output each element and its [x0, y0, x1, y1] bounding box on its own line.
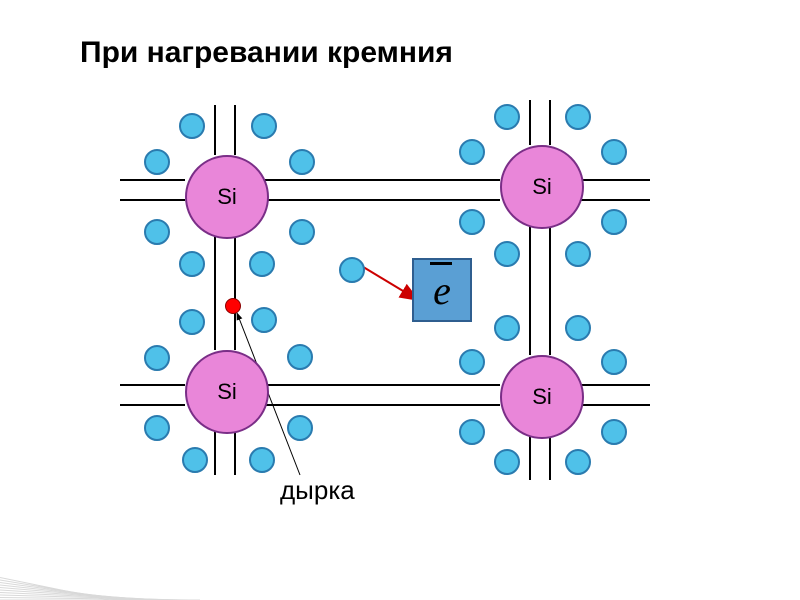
lattice-bonds: [0, 0, 800, 600]
bond-electron-22: [182, 447, 208, 473]
si-atom-tl: Si: [185, 155, 269, 239]
bond-electron-14: [494, 241, 520, 267]
bond-electron-28: [601, 349, 627, 375]
si-atom-bl: Si: [185, 350, 269, 434]
bond-electron-11: [459, 209, 485, 235]
bond-electron-15: [565, 241, 591, 267]
bond-electron-16: [179, 309, 205, 335]
electron-symbol-box: e: [412, 258, 472, 322]
bond-electron-21: [287, 415, 313, 441]
bond-electron-18: [144, 345, 170, 371]
bond-electron-31: [565, 449, 591, 475]
bond-electron-23: [249, 447, 275, 473]
si-atom-br: Si: [500, 355, 584, 439]
bond-electron-10: [459, 139, 485, 165]
bond-electron-7: [249, 251, 275, 277]
bond-electron-8: [494, 104, 520, 130]
bond-electron-29: [601, 419, 627, 445]
bond-electron-19: [144, 415, 170, 441]
bond-electron-0: [179, 113, 205, 139]
hole: [225, 298, 241, 314]
bond-electron-12: [601, 139, 627, 165]
bond-electron-24: [494, 315, 520, 341]
bond-electron-4: [289, 149, 315, 175]
bond-electron-17: [251, 307, 277, 333]
si-atom-tr: Si: [500, 145, 584, 229]
bond-electron-9: [565, 104, 591, 130]
hole-label: дырка: [280, 475, 355, 506]
free-electron: [339, 257, 365, 283]
bond-electron-25: [565, 315, 591, 341]
electron-symbol-bar: [430, 262, 452, 265]
bond-electron-1: [251, 113, 277, 139]
bond-electron-27: [459, 419, 485, 445]
bond-electron-30: [494, 449, 520, 475]
bond-electron-6: [179, 251, 205, 277]
electron-symbol-text: e: [433, 267, 451, 314]
bond-electron-3: [144, 219, 170, 245]
bond-electron-20: [287, 344, 313, 370]
bond-electron-2: [144, 149, 170, 175]
bond-electron-13: [601, 209, 627, 235]
bond-electron-5: [289, 219, 315, 245]
bond-electron-26: [459, 349, 485, 375]
